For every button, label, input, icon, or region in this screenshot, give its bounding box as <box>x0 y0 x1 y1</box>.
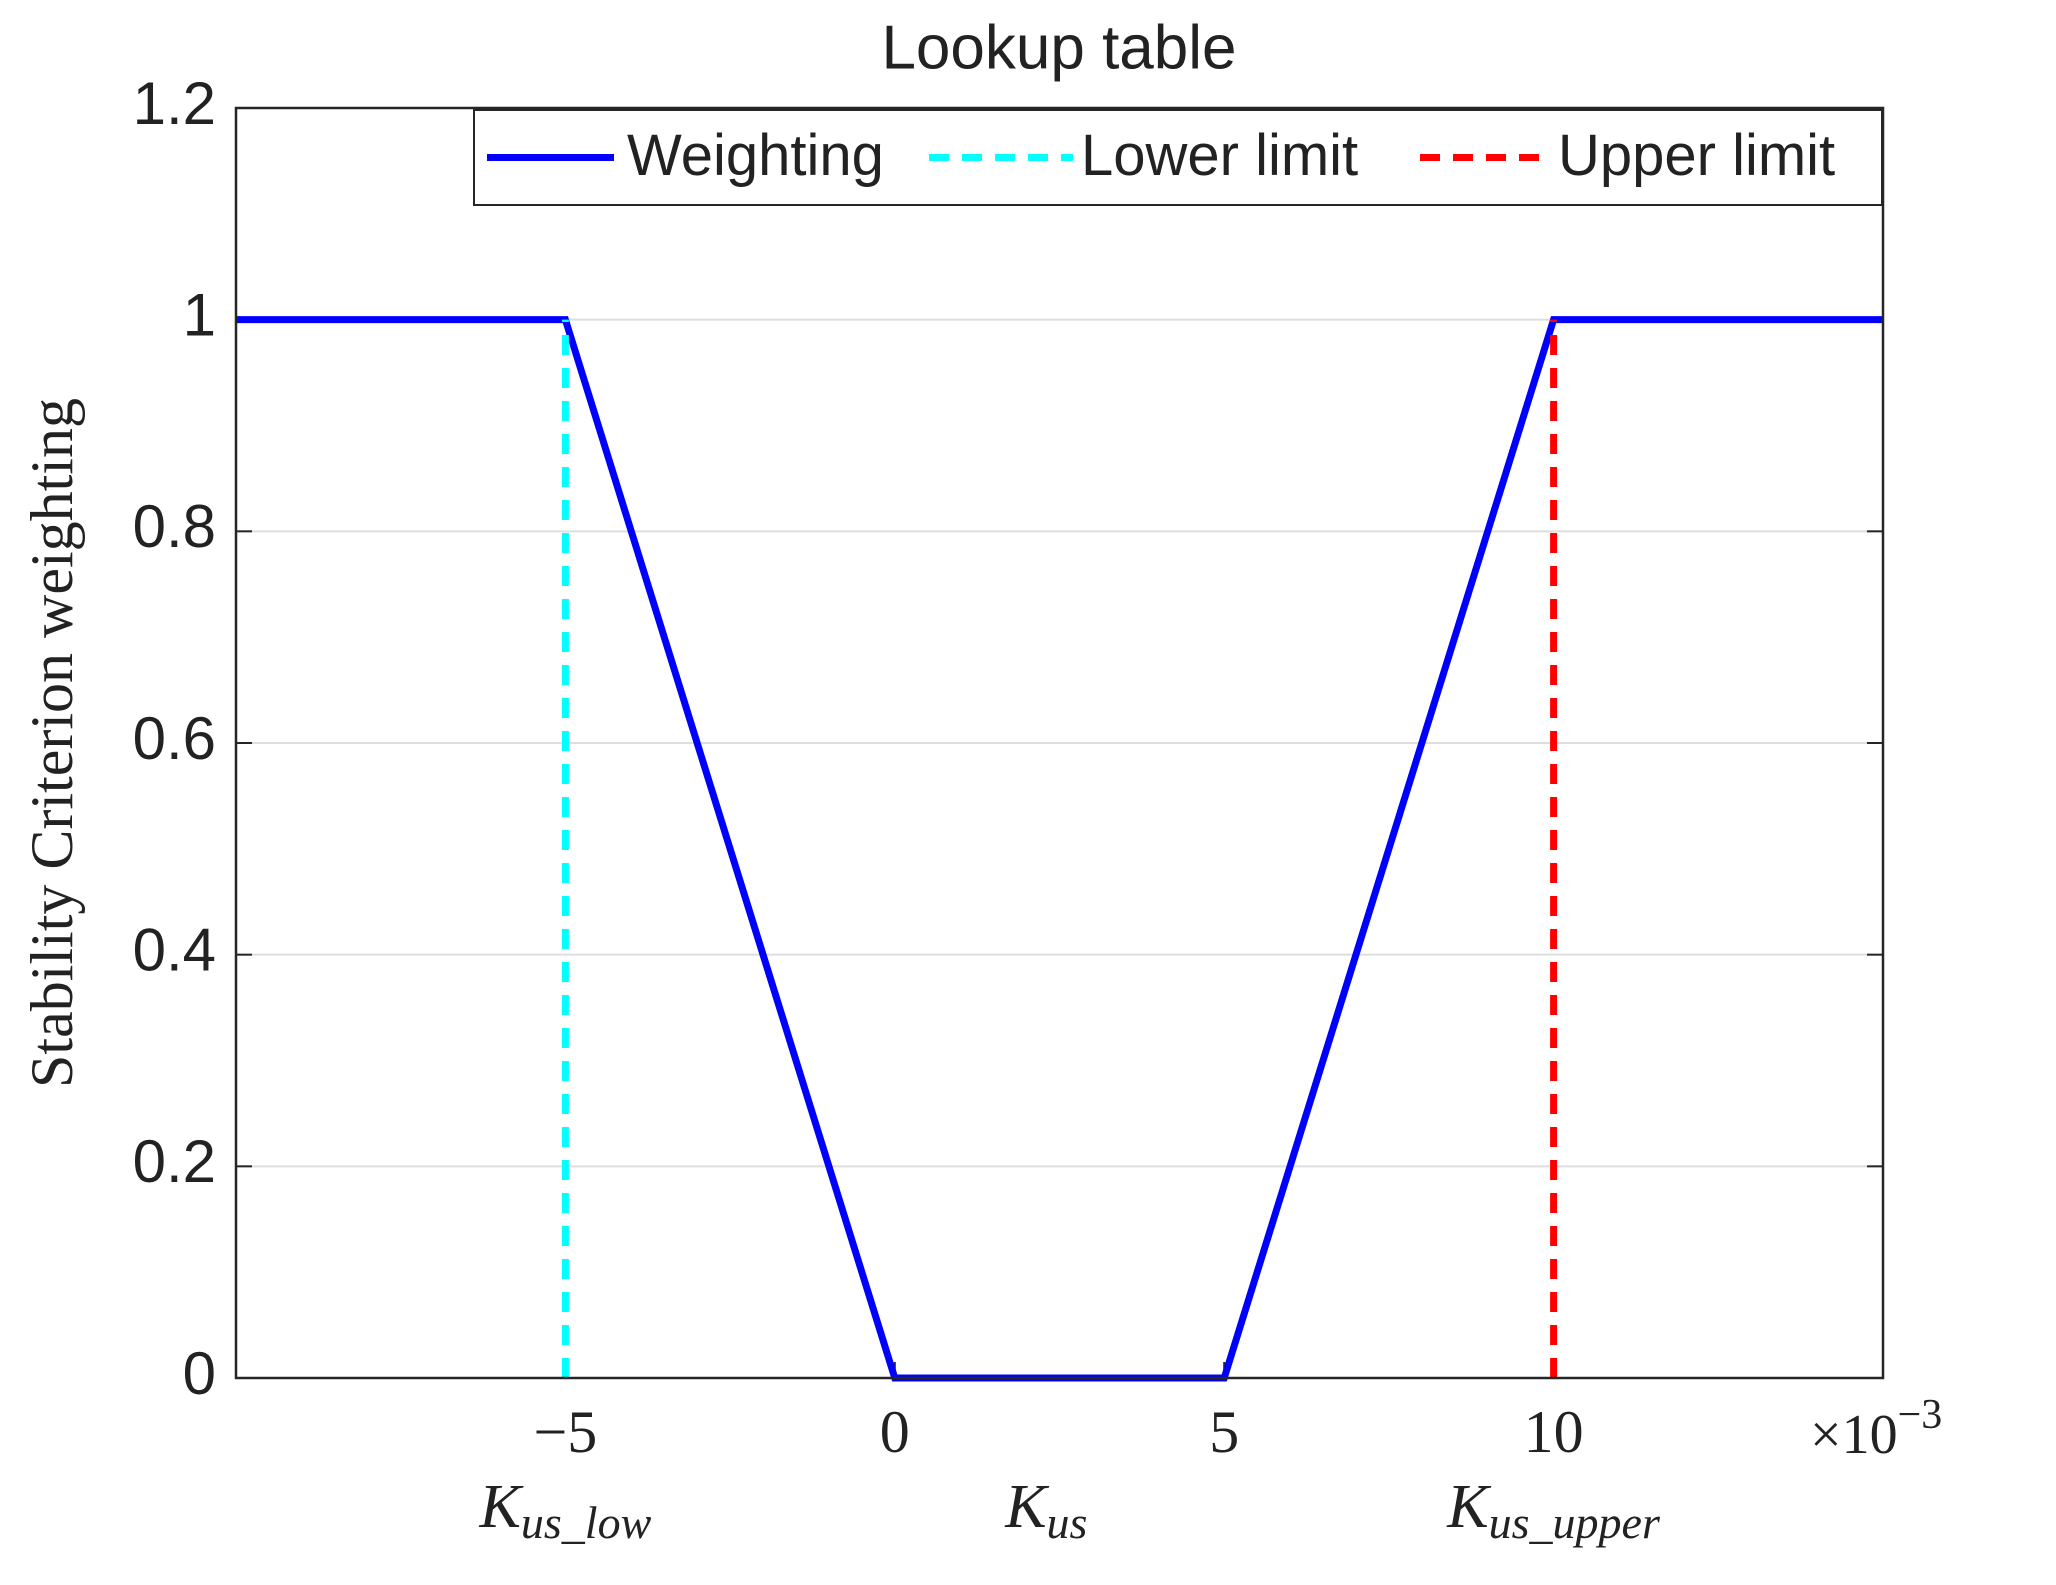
y-axis-label: Stability Criterion weighting <box>19 398 85 1088</box>
x-tick-label: 5 <box>1209 1399 1239 1465</box>
x-annotation: Kus <box>1004 1473 1087 1547</box>
x-tick-label: 10 <box>1524 1399 1584 1465</box>
y-tick-label: 0.8 <box>133 493 216 560</box>
x-exponent-base: ×10 <box>1810 1404 1898 1466</box>
annotation-sub: us_upper <box>1489 1497 1661 1548</box>
x-annotation: Kus_upper <box>1446 1473 1661 1547</box>
x-exponent: ×10−3 <box>1810 1392 1942 1466</box>
x-tick-label: −5 <box>533 1399 597 1465</box>
legend-label: Weighting <box>627 123 884 188</box>
legend-label: Upper limit <box>1558 123 1835 188</box>
y-tick-label: 0.2 <box>133 1128 216 1195</box>
y-tick-label: 0 <box>183 1340 216 1407</box>
y-tick-label: 1.2 <box>133 70 216 137</box>
chart-title: Lookup table <box>881 13 1236 82</box>
x-tick-label: 0 <box>880 1399 910 1465</box>
x-exponent-sup: −3 <box>1898 1392 1943 1438</box>
axes-box <box>234 106 1885 1380</box>
annotation-base: K <box>1446 1473 1492 1541</box>
annotation-base: K <box>479 1473 525 1541</box>
y-tick-label: 1 <box>183 282 216 349</box>
x-annotation: Kus_low <box>479 1473 652 1547</box>
legend-box <box>473 109 1883 206</box>
annotation-sub: us_low <box>521 1497 652 1548</box>
annotation-base: K <box>1004 1473 1050 1541</box>
legend-label: Lower limit <box>1081 123 1358 188</box>
y-tick-label: 0.4 <box>133 917 216 984</box>
annotation-sub: us <box>1047 1497 1088 1548</box>
y-tick-label: 0.6 <box>133 705 216 772</box>
